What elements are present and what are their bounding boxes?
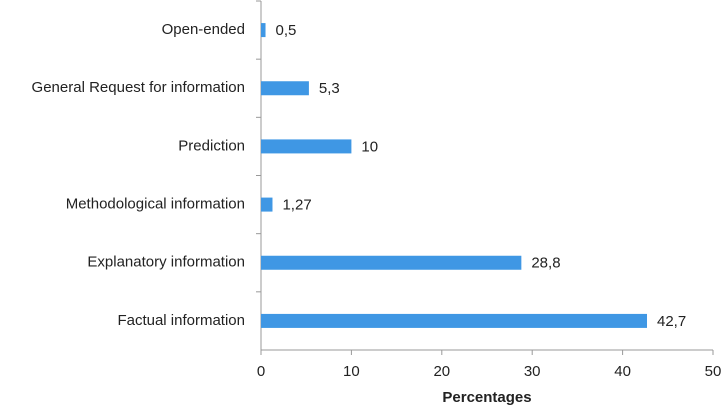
value-label: 28,8 [531,255,560,272]
value-label: 42,7 [657,313,686,330]
bar [261,313,648,328]
bar [261,81,309,96]
x-tick-label: 10 [343,363,360,380]
x-tick-label: 20 [433,363,450,380]
bar [261,139,352,154]
y-tick-label: Methodological information [66,196,245,213]
y-tick-label: Prediction [178,137,245,154]
bar [261,255,522,270]
x-tick-label: 40 [614,363,631,380]
value-label: 0,5 [276,22,297,39]
y-tick-label: General Request for information [32,79,245,96]
bar [261,197,273,212]
x-tick-label: 50 [705,363,722,380]
y-tick-label: Explanatory information [87,254,245,271]
y-tick-label: Factual information [117,312,245,329]
x-tick-label: 30 [524,363,541,380]
value-label: 5,3 [319,80,340,97]
value-label: 10 [361,138,378,155]
value-label: 1,27 [282,197,311,214]
x-tick-label: 0 [257,363,265,380]
bar [261,23,266,38]
x-axis-label: Percentages [442,389,531,406]
y-tick-label: Open-ended [162,21,245,38]
